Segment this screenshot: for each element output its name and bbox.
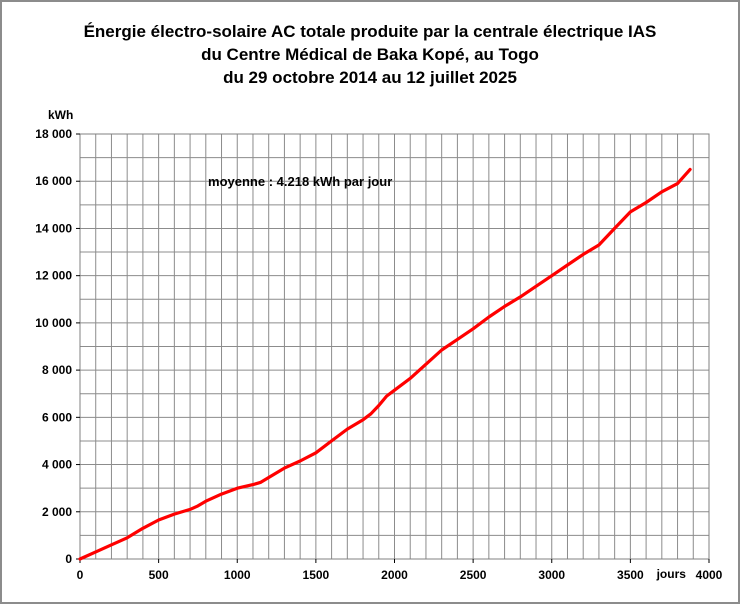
x-tick-label: 4000 [696,568,723,582]
series-layer [78,167,692,561]
y-tick-label: 12 000 [35,269,72,283]
chart-title-line-3: du 29 octobre 2014 au 12 juillet 2025 [223,68,517,87]
average-annotation: moyenne : 4.218 kWh par jour [208,174,392,189]
x-tick-label: 3500 [617,568,644,582]
chart-title: Énergie électro-solaire AC totale produi… [0,20,740,89]
y-tick-label: 0 [65,552,72,566]
x-tick-label: 0 [77,568,84,582]
y-tick-label: 6 000 [42,410,72,424]
y-tick-label: 8 000 [42,363,72,377]
chart-title-line-2: du Centre Médical de Baka Kopé, au Togo [201,45,539,64]
y-tick-label: 16 000 [35,174,72,188]
x-tick-label: 500 [149,568,169,582]
x-tick-label: 3000 [538,568,565,582]
y-tick-label: 10 000 [35,316,72,330]
y-axis-ticks: 0 2 000 4 000 6 000 8 000 10 000 12 000 14 000 1… [35,127,80,566]
x-tick-label: 1000 [224,568,251,582]
x-axis-ticks: 0 500 1000 1500 2000 2500 3000 3500 4000 [77,559,723,582]
grid [80,134,709,559]
x-tick-label: 1500 [303,568,330,582]
y-tick-label: 2 000 [42,505,72,519]
x-tick-label: 2500 [460,568,487,582]
chart-title-line-1: Énergie électro-solaire AC totale produi… [83,22,657,41]
x-tick-label: 2000 [381,568,408,582]
y-axis-unit-label: kWh [48,108,73,122]
series-line [78,167,692,561]
y-tick-label: 14 000 [35,221,72,235]
y-tick-label: 4 000 [42,458,72,472]
y-tick-label: 18 000 [35,127,72,141]
x-axis-unit-label: jours [656,567,687,581]
